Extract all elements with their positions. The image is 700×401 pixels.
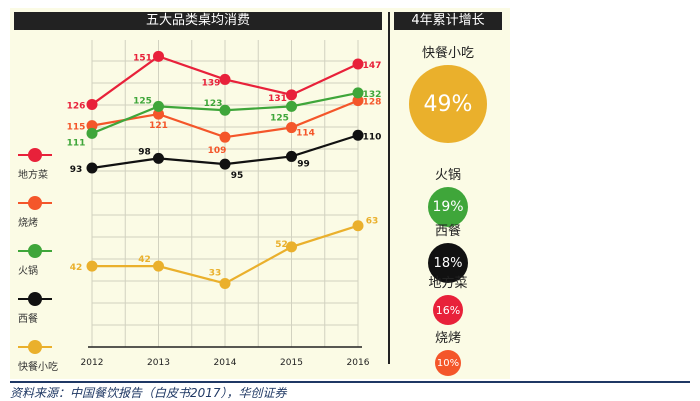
data-label: 98	[138, 147, 151, 157]
x-tick-label: 2013	[147, 358, 170, 368]
panel-divider	[388, 12, 390, 364]
data-point	[86, 98, 98, 110]
growth-circle: 18%	[428, 243, 468, 283]
legend-label: 西餐	[18, 314, 38, 325]
data-point	[352, 95, 364, 107]
x-tick-label: 2015	[280, 358, 303, 368]
growth-item: 烧烤 10%	[392, 327, 504, 376]
data-label: 42	[70, 263, 83, 273]
data-label: 110	[363, 132, 382, 142]
data-point	[86, 120, 98, 132]
growth-item: 火锅 19%	[392, 164, 504, 227]
data-label: 111	[67, 138, 86, 148]
legend-label: 地方菜	[18, 170, 48, 181]
data-point	[286, 241, 297, 253]
growth-item: 西餐 18%	[392, 220, 504, 283]
data-label: 115	[67, 123, 86, 133]
data-point	[219, 158, 231, 170]
data-point	[153, 50, 164, 62]
growth-circle: 19%	[428, 187, 468, 227]
data-point	[153, 100, 164, 112]
data-label: 132	[363, 90, 382, 100]
data-point	[86, 162, 98, 174]
growth-name: 地方菜	[428, 276, 468, 291]
data-point	[219, 277, 231, 289]
source-note: 资料来源：中国餐饮报告（白皮书2017），华创证券	[10, 386, 287, 400]
growth-title: 4年累计增长	[394, 12, 502, 30]
growth-item: 快餐小吃 49%	[392, 42, 504, 143]
data-label: 128	[363, 98, 382, 108]
growth-item: 地方菜 16%	[392, 272, 504, 325]
legend-label: 火锅	[18, 266, 38, 277]
chart-title: 五大品类桌均消费	[14, 12, 382, 30]
data-label: 42	[138, 255, 151, 265]
data-label: 63	[366, 217, 379, 227]
bottom-rule	[10, 381, 690, 383]
data-label: 125	[133, 96, 152, 106]
data-label: 151	[133, 53, 152, 63]
data-point	[286, 122, 297, 134]
growth-name: 快餐小吃	[421, 46, 474, 61]
growth-name: 西餐	[434, 224, 461, 239]
data-point	[352, 87, 364, 99]
x-tick-label: 2016	[347, 358, 370, 368]
data-point	[86, 127, 98, 139]
legend-label: 烧烤	[18, 218, 38, 229]
data-point	[352, 58, 364, 70]
x-tick-label: 2014	[214, 358, 237, 368]
data-label: 126	[67, 101, 86, 111]
data-label: 52	[275, 240, 288, 250]
data-label: 125	[270, 113, 289, 123]
legend-marker	[28, 292, 42, 306]
x-tick-label: 2012	[81, 358, 104, 368]
data-label: 95	[231, 171, 244, 181]
data-label: 93	[70, 165, 83, 175]
data-label: 109	[208, 146, 227, 156]
data-label: 114	[296, 129, 315, 139]
growth-name: 火锅	[434, 168, 461, 183]
legend-marker	[28, 340, 42, 354]
data-point	[86, 260, 98, 272]
data-label: 123	[204, 99, 223, 109]
data-point	[153, 260, 164, 272]
data-label: 121	[149, 121, 168, 131]
growth-circle: 49%	[409, 65, 487, 143]
data-point	[286, 150, 297, 162]
growth-circle: 10%	[435, 350, 461, 376]
data-label: 147	[363, 61, 382, 71]
growth-circle: 16%	[433, 295, 463, 325]
legend-marker	[28, 148, 42, 162]
data-point	[352, 220, 364, 232]
data-label: 99	[297, 159, 310, 169]
data-point	[153, 152, 164, 164]
data-point	[352, 129, 364, 141]
legend-marker	[28, 244, 42, 258]
legend-marker	[28, 196, 42, 210]
data-point	[219, 104, 231, 116]
data-label: 131	[268, 94, 287, 104]
data-point	[219, 131, 231, 143]
data-point	[219, 73, 231, 85]
data-point	[286, 100, 297, 112]
data-label: 139	[202, 78, 221, 88]
legend-label: 快餐小吃	[18, 362, 58, 373]
data-label: 33	[209, 268, 222, 278]
data-point	[286, 89, 297, 101]
data-point	[153, 108, 164, 120]
growth-name: 烧烤	[434, 331, 461, 346]
